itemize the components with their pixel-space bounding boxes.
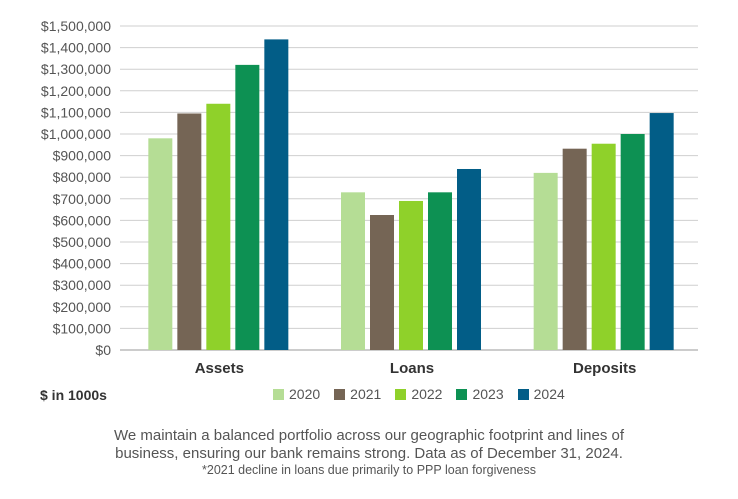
chart-legend: 2020 2021 2022 2023 2024 — [273, 386, 565, 402]
y-tick-label: $800,000 — [53, 169, 112, 185]
legend-swatch — [334, 388, 346, 400]
bar-deposits-2023 — [620, 134, 645, 350]
legend-label: 2024 — [533, 386, 565, 402]
chart-caption: We maintain a balanced portfolio across … — [0, 427, 738, 478]
y-tick-label: $1,000,000 — [41, 126, 111, 142]
y-tick-label: $500,000 — [53, 234, 112, 250]
legend-label: 2020 — [289, 386, 321, 402]
legend-item: 2023 — [456, 386, 504, 402]
caption-line-2: business, ensuring our bank remains stro… — [115, 445, 623, 462]
bar-loans-2021 — [370, 215, 394, 350]
bar-loans-2023 — [428, 192, 452, 350]
y-tick-label: $1,400,000 — [41, 40, 111, 56]
caption-footnote: *2021 decline in loans due primarily to … — [202, 463, 536, 477]
bar-deposits-2021 — [562, 148, 587, 350]
y-tick-label: $1,200,000 — [41, 83, 111, 99]
x-category-label: Loans — [390, 360, 434, 377]
y-tick-label: $0 — [95, 342, 111, 358]
y-tick-label: $100,000 — [53, 320, 112, 336]
y-tick-label: $200,000 — [53, 299, 112, 315]
y-tick-label: $1,300,000 — [41, 61, 111, 77]
y-tick-label: $1,500,000 — [41, 18, 111, 34]
bar-assets-2022 — [206, 103, 231, 350]
legend-label: 2023 — [472, 386, 504, 402]
y-tick-label: $700,000 — [53, 191, 112, 207]
bar-deposits-2020 — [533, 172, 558, 350]
bar-loans-2024 — [457, 168, 481, 350]
legend-item: 2024 — [517, 386, 565, 402]
legend-label: 2022 — [411, 386, 443, 402]
bar-deposits-2022 — [591, 143, 616, 350]
bar-assets-2023 — [235, 64, 260, 350]
bar-assets-2024 — [264, 39, 289, 350]
bar-assets-2021 — [177, 113, 202, 350]
y-tick-label: $1,100,000 — [41, 104, 111, 120]
bar-loans-2022 — [399, 200, 423, 350]
y-tick-label: $300,000 — [53, 277, 112, 293]
bar-deposits-2024 — [649, 113, 674, 350]
caption-line-1: We maintain a balanced portfolio across … — [113, 427, 625, 444]
unit-label: $ in 1000s — [40, 387, 107, 403]
legend-item: 2020 — [273, 386, 320, 402]
y-tick-label: $400,000 — [53, 256, 112, 272]
legend-swatch — [517, 388, 529, 400]
legend-item: 2022 — [395, 386, 442, 402]
y-tick-label: $600,000 — [53, 212, 112, 228]
legend-swatch — [273, 388, 284, 400]
legend-item: 2021 — [334, 386, 381, 402]
x-category-label: Deposits — [573, 360, 636, 377]
legend-label: 2021 — [350, 386, 382, 402]
y-tick-label: $900,000 — [53, 148, 112, 164]
legend-swatch — [395, 388, 407, 400]
bar-assets-2020 — [148, 138, 173, 350]
legend-swatch — [456, 388, 468, 400]
bar-chart: $0 $100,000 $200,000 $300,000 $400,000 $500,0… — [41, 18, 698, 377]
bar-loans-2020 — [341, 192, 365, 350]
x-category-label: Assets — [195, 360, 244, 377]
